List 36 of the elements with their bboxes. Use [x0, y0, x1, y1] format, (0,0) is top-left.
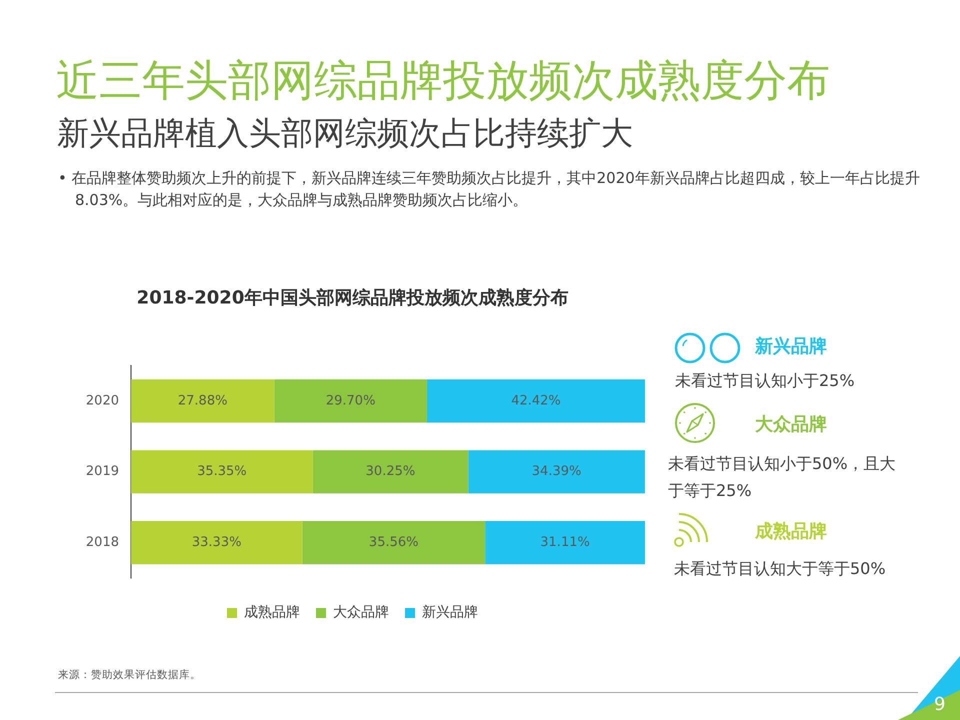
bar: [426, 379, 645, 423]
data-label: 30.25%: [366, 464, 416, 480]
bar: [274, 379, 427, 423]
data-label: 29.70%: [326, 393, 376, 408]
bar: [302, 521, 486, 564]
text: 未看过节目认知大于等于50%: [674, 558, 887, 580]
data-label: 34.39%: [532, 464, 582, 480]
source-note: 来源：赞助效果评估数据库。: [58, 668, 201, 682]
bar: [131, 450, 313, 494]
bar: [131, 379, 274, 423]
data-label: 42.42%: [511, 393, 561, 408]
y-tick-label: 2020: [86, 393, 119, 408]
text: 未看过节目认知小于25%: [675, 370, 856, 392]
bar: [468, 450, 645, 494]
bar: [131, 521, 302, 564]
legend-label: 成熟品牌: [244, 604, 300, 621]
text: 9: [934, 694, 946, 716]
legend-label: 大众品牌: [333, 604, 389, 621]
chart-title: 近三年头部网综品牌投放频次成熟度分布: [56, 56, 830, 106]
data-label: 31.11%: [540, 534, 590, 550]
y-tick-label: 2019: [86, 464, 119, 480]
text: 新兴品牌: [755, 336, 827, 357]
legend-label: 新兴品牌: [422, 604, 478, 621]
data-label: 35.35%: [197, 464, 247, 480]
text: 大众品牌: [755, 414, 827, 435]
bar: [485, 521, 645, 564]
text: • 在品牌整体赞助频次上升的前提下，新兴品牌连续三年赞助频次占比提升，其中2020年新兴品牌占比超四成，较上一年占比提升8.03%。与此相对应的是，大众品牌与成熟品牌赞助频次占比缩小。: [58, 168, 921, 211]
data-label: 35.56%: [368, 534, 418, 550]
text: 未看过节目认知小于50%，且大于等于25%: [668, 453, 897, 502]
y-tick-label: 2018: [86, 534, 119, 550]
chart-subtitle: 新兴品牌植入头部网综频次占比持续扩大: [57, 114, 633, 152]
text: 2018-2020年中国头部网综品牌投放频次成熟度分布: [136, 287, 568, 308]
bar: [312, 450, 468, 494]
text: 成熟品牌: [755, 521, 827, 542]
data-label: 33.33%: [192, 534, 242, 550]
data-label: 27.88%: [178, 393, 228, 408]
